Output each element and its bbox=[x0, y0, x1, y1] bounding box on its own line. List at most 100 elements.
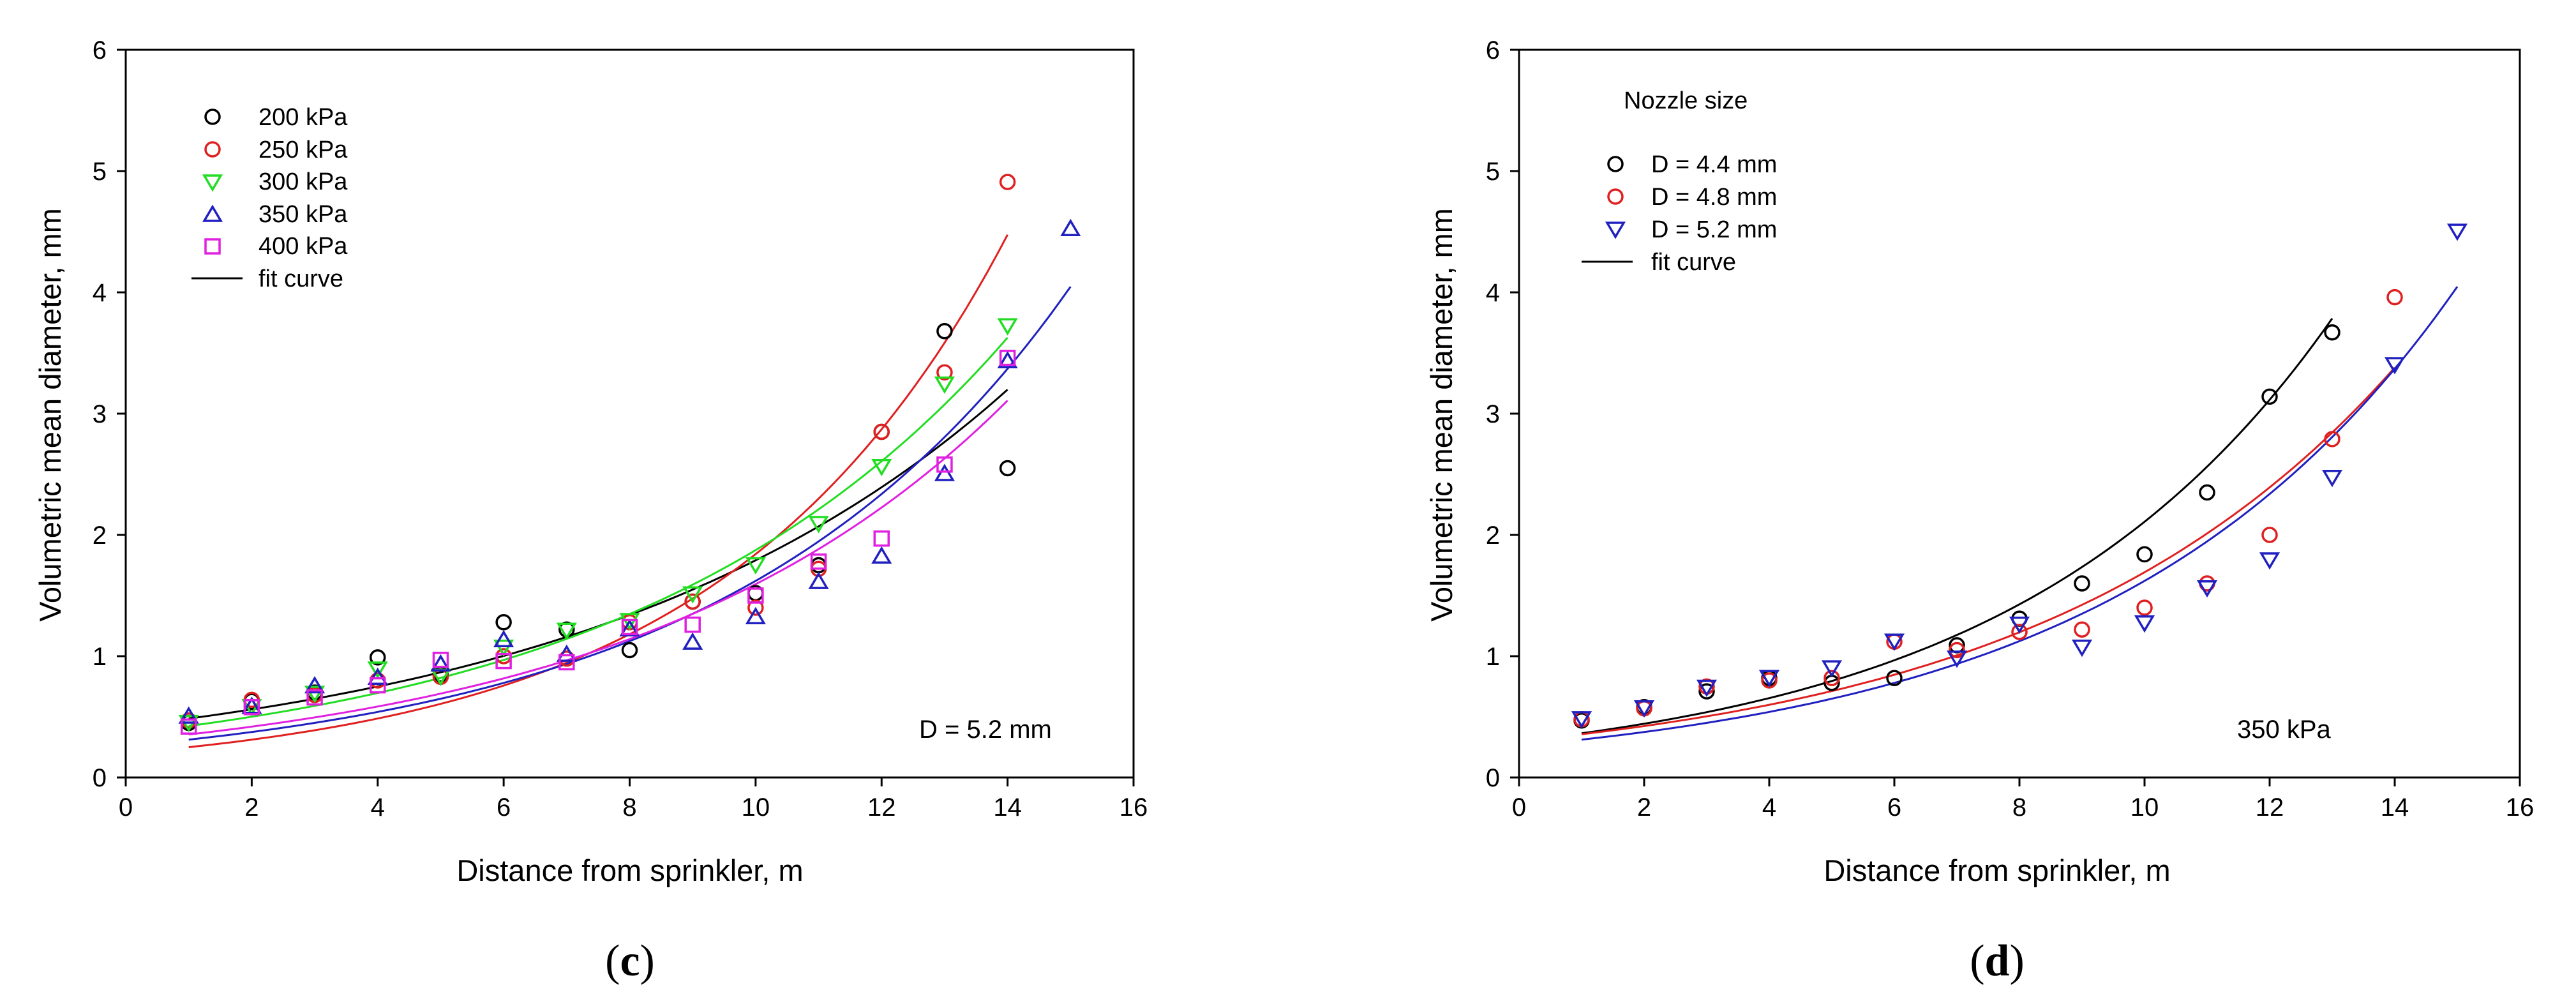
panel-label-d: (d) bbox=[1970, 936, 2025, 986]
legend-marker-350kpa bbox=[202, 204, 223, 222]
data-point-d-1 bbox=[1949, 642, 1965, 659]
fit-curve-c-3 bbox=[188, 286, 1072, 741]
x-tick-label-c: 6 bbox=[497, 793, 511, 822]
y-tick-label-c: 3 bbox=[93, 400, 107, 428]
legend-label-400kpa: 400 kPa bbox=[258, 233, 348, 260]
data-point-d-2 bbox=[2321, 470, 2343, 488]
x-tick-label-d: 2 bbox=[1637, 793, 1651, 822]
fit-curve-d-1 bbox=[1581, 366, 2396, 735]
legend-label-d52: D = 5.2 mm bbox=[1651, 216, 1777, 243]
data-point-c-1 bbox=[936, 364, 953, 381]
data-point-c-4 bbox=[873, 530, 890, 547]
y-tick-label-c: 6 bbox=[93, 36, 107, 64]
y-tick-label-c: 0 bbox=[93, 764, 107, 792]
data-point-c-4 bbox=[432, 651, 449, 668]
data-point-c-1 bbox=[747, 599, 764, 616]
fit-curve-c-4 bbox=[188, 400, 1008, 736]
data-point-d-0 bbox=[2199, 484, 2215, 501]
x-tick-label-c: 2 bbox=[244, 793, 258, 822]
fit-curve-d-2 bbox=[1581, 286, 2459, 741]
y-axis-title-c: Volumetric mean diameter, mm bbox=[33, 208, 67, 622]
panel-label-c: (c) bbox=[605, 936, 655, 986]
x-tick-label-c: 10 bbox=[742, 793, 770, 822]
data-point-c-3 bbox=[808, 571, 829, 589]
legend-title-nozzle-size: Nozzle size bbox=[1624, 87, 1748, 114]
legend-marker-d52 bbox=[1605, 221, 1626, 239]
x-tick-label-d: 12 bbox=[2256, 793, 2284, 822]
legend-label-fit-curve-d: fit curve bbox=[1651, 249, 1736, 276]
data-point-c-3 bbox=[367, 667, 388, 685]
y-tick-label-d: 3 bbox=[1486, 400, 1500, 428]
y-tick-label-d: 5 bbox=[1486, 158, 1500, 186]
data-point-d-1 bbox=[2074, 621, 2090, 638]
legend-marker-250kpa bbox=[204, 141, 221, 158]
data-point-c-0 bbox=[495, 614, 512, 631]
data-point-c-4 bbox=[306, 689, 323, 706]
legend-c: 200 kPa 250 kPa 300 kPa 350 kPa 400 kPa … bbox=[191, 104, 348, 292]
x-tick-label-c: 8 bbox=[622, 793, 636, 822]
data-point-c-2 bbox=[808, 516, 829, 534]
data-point-d-2 bbox=[1946, 650, 1968, 668]
legend-marker-400kpa bbox=[204, 238, 221, 255]
data-point-c-0 bbox=[621, 642, 638, 659]
data-point-d-2 bbox=[2071, 640, 2093, 657]
y-tick-label-d: 1 bbox=[1486, 643, 1500, 671]
data-point-c-3 bbox=[745, 606, 766, 624]
data-point-c-3 bbox=[493, 629, 514, 648]
data-point-d-2 bbox=[1883, 633, 1905, 651]
data-point-d-2 bbox=[1696, 679, 1718, 697]
x-tick-label-d: 0 bbox=[1512, 793, 1526, 822]
x-tick-label-c: 0 bbox=[119, 793, 133, 822]
data-point-c-4 bbox=[558, 654, 575, 671]
data-point-c-0 bbox=[370, 649, 386, 666]
legend-label-fit-curve-c: fit curve bbox=[258, 266, 343, 292]
data-point-c-3 bbox=[871, 546, 892, 564]
data-point-d-1 bbox=[2386, 289, 2403, 306]
data-point-d-1 bbox=[2261, 527, 2278, 543]
data-point-c-4 bbox=[936, 456, 953, 473]
y-tick-label-c: 1 bbox=[93, 643, 107, 671]
data-point-c-4 bbox=[621, 619, 638, 636]
x-tick-label-c: 4 bbox=[371, 793, 385, 822]
legend-marker-300kpa bbox=[202, 174, 223, 192]
data-point-d-2 bbox=[1633, 700, 1655, 718]
annotation-pressure: 350 kPa bbox=[2237, 716, 2332, 744]
x-tick-label-d: 8 bbox=[2012, 793, 2026, 822]
y-tick-label-d: 2 bbox=[1486, 522, 1500, 550]
y-tick-label-d: 6 bbox=[1486, 36, 1500, 64]
legend-label-350kpa: 350 kPa bbox=[258, 201, 348, 228]
data-point-c-2 bbox=[997, 318, 1018, 336]
data-point-d-0 bbox=[1698, 683, 1715, 700]
data-point-d-0 bbox=[2074, 575, 2090, 592]
data-point-d-1 bbox=[2136, 599, 2153, 616]
x-axis-title-c: Distance from sprinkler, m bbox=[456, 853, 803, 887]
data-point-d-1 bbox=[2011, 624, 2028, 640]
data-point-d-2 bbox=[2384, 357, 2406, 375]
y-tick-label-d: 0 bbox=[1486, 764, 1500, 792]
legend-d: Nozzle size D = 4.4 mm D = 4.8 mm D = 5.… bbox=[1582, 87, 1777, 276]
data-point-d-2 bbox=[2446, 223, 2468, 241]
y-tick-label-c: 5 bbox=[93, 158, 107, 186]
data-point-c-0 bbox=[999, 460, 1016, 477]
data-point-c-2 bbox=[367, 661, 388, 679]
x-axis-title-d: Distance from sprinkler, m bbox=[1823, 853, 2170, 887]
data-point-c-3 bbox=[304, 676, 326, 694]
data-point-c-0 bbox=[936, 323, 953, 340]
legend-label-d48: D = 4.8 mm bbox=[1651, 184, 1777, 211]
data-point-c-4 bbox=[370, 677, 386, 694]
data-point-c-2 bbox=[556, 622, 577, 640]
data-point-d-2 bbox=[2259, 552, 2280, 570]
annotation-nozzle-diameter: D = 5.2 mm bbox=[919, 716, 1052, 744]
data-point-c-2 bbox=[493, 640, 514, 657]
data-point-d-1 bbox=[1823, 670, 1840, 686]
data-point-c-3 bbox=[682, 632, 703, 650]
data-point-d-2 bbox=[2196, 580, 2218, 598]
data-point-c-2 bbox=[934, 376, 955, 394]
legend-marker-d44 bbox=[1607, 156, 1624, 172]
x-tick-label-c: 12 bbox=[867, 793, 896, 822]
